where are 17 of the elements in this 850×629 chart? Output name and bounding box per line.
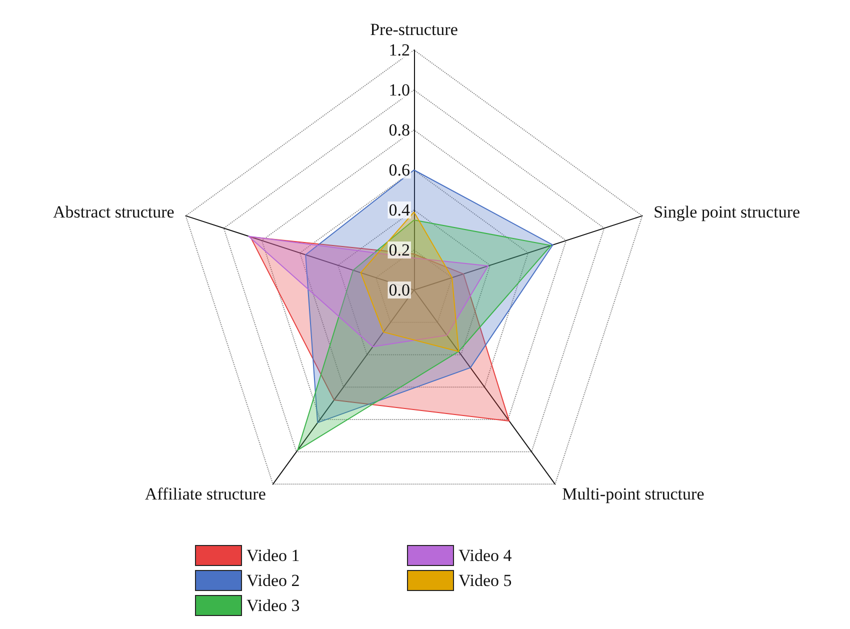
y-tick-label: 0.4: [388, 200, 410, 220]
spoke-label: Affiliate structure: [144, 484, 266, 504]
y-tick-label: 1.0: [388, 80, 410, 100]
y-tick-label: 0.6: [388, 160, 410, 180]
legend-label: Video 5: [458, 571, 512, 590]
legend-label: Video 3: [246, 596, 300, 615]
legend-label: Video 2: [246, 571, 300, 590]
y-tick-label: 0.2: [388, 240, 410, 260]
y-tick-label: 0.8: [388, 120, 410, 140]
spoke-label: Abstract structure: [53, 202, 174, 222]
y-tick-label: 0.0: [388, 280, 410, 300]
y-tick-label: 1.2: [388, 40, 410, 60]
legend-label: Video 4: [458, 546, 512, 565]
spoke-label: Multi-point structure: [562, 484, 704, 504]
spoke-label: Single point structure: [654, 202, 800, 222]
spoke-label: Pre-structure: [370, 20, 458, 39]
legend-label: Video 1: [246, 546, 300, 565]
